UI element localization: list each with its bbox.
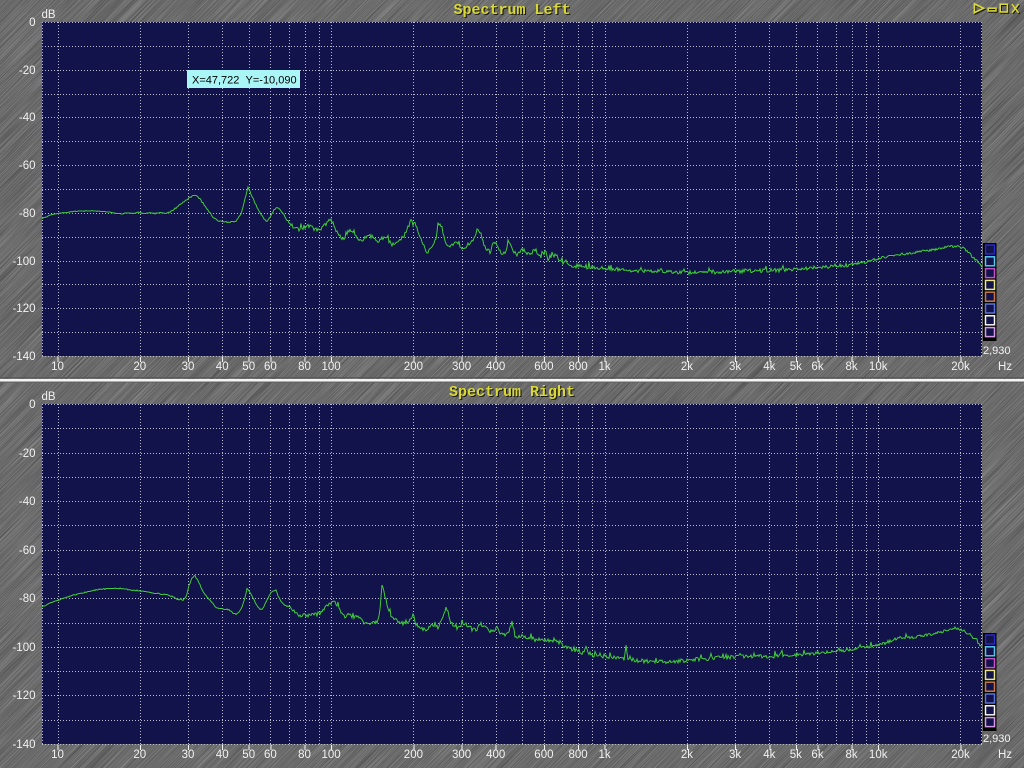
svg-text:20: 20 [133, 749, 146, 761]
svg-text:8k: 8k [846, 749, 858, 761]
svg-text:30: 30 [182, 361, 195, 373]
svg-text:2,930: 2,930 [983, 345, 1011, 357]
svg-text:600: 600 [534, 361, 553, 373]
svg-text:40: 40 [216, 749, 229, 761]
svg-text:-120: -120 [12, 690, 35, 702]
svg-text:6k: 6k [811, 749, 823, 761]
svg-text:-80: -80 [19, 208, 36, 220]
svg-text:-100: -100 [12, 256, 35, 268]
svg-text:-60: -60 [19, 545, 36, 557]
svg-text:-20: -20 [19, 65, 36, 77]
svg-text:6k: 6k [811, 361, 823, 373]
svg-text:5k: 5k [790, 361, 802, 373]
svg-text:Spectrum Left: Spectrum Left [453, 2, 570, 19]
svg-text:60: 60 [264, 749, 277, 761]
svg-text:3k: 3k [729, 749, 741, 761]
svg-text:-80: -80 [19, 593, 36, 605]
svg-text:Hz: Hz [998, 749, 1012, 761]
svg-text:100: 100 [322, 749, 341, 761]
svg-text:3k: 3k [729, 361, 741, 373]
svg-text:800: 800 [569, 749, 588, 761]
svg-text:10k: 10k [869, 361, 888, 373]
svg-text:200: 200 [404, 361, 423, 373]
svg-text:2,930: 2,930 [983, 733, 1011, 745]
svg-text:-100: -100 [12, 642, 35, 654]
svg-text:40: 40 [216, 361, 229, 373]
svg-text:50: 50 [242, 749, 255, 761]
svg-text:100: 100 [322, 361, 341, 373]
svg-text:80: 80 [298, 749, 311, 761]
svg-text:Spectrum Left: Spectrum Left [455, 3, 572, 20]
svg-text:20: 20 [133, 361, 146, 373]
svg-text:8k: 8k [846, 361, 858, 373]
svg-text:5k: 5k [790, 749, 802, 761]
svg-text:4k: 4k [763, 749, 775, 761]
svg-text:80: 80 [298, 361, 311, 373]
svg-text:10: 10 [51, 749, 64, 761]
svg-text:-140: -140 [12, 739, 35, 751]
svg-text:0: 0 [29, 399, 35, 411]
svg-text:800: 800 [569, 361, 588, 373]
svg-text:200: 200 [404, 749, 423, 761]
svg-text:1k: 1k [599, 749, 611, 761]
svg-text:0: 0 [29, 17, 35, 29]
svg-text:-120: -120 [12, 303, 35, 315]
svg-text:-20: -20 [19, 448, 36, 460]
svg-text:4k: 4k [763, 361, 775, 373]
svg-text:10k: 10k [869, 749, 888, 761]
svg-text:1k: 1k [599, 361, 611, 373]
svg-text:2k: 2k [681, 361, 693, 373]
svg-text:-40: -40 [19, 112, 36, 124]
svg-text:60: 60 [264, 361, 277, 373]
svg-text:-40: -40 [19, 496, 36, 508]
svg-text:X=47,722 Y=-10,090: X=47,722 Y=-10,090 [192, 75, 297, 87]
svg-text:400: 400 [486, 361, 505, 373]
svg-text:300: 300 [452, 361, 471, 373]
svg-text:50: 50 [242, 361, 255, 373]
svg-text:Hz: Hz [998, 361, 1012, 373]
svg-text:20k: 20k [951, 361, 970, 373]
svg-text:Spectrum Right: Spectrum Right [449, 384, 575, 401]
svg-text:dB: dB [42, 391, 56, 403]
svg-text:20k: 20k [951, 749, 970, 761]
svg-text:-60: -60 [19, 160, 36, 172]
svg-text:2k: 2k [681, 749, 693, 761]
svg-text:600: 600 [534, 749, 553, 761]
svg-text:10: 10 [51, 361, 64, 373]
svg-text:300: 300 [452, 749, 471, 761]
svg-text:30: 30 [182, 749, 195, 761]
svg-text:Spectrum Right: Spectrum Right [450, 385, 576, 402]
svg-text:400: 400 [486, 749, 505, 761]
svg-text:dB: dB [42, 9, 56, 21]
svg-text:-140: -140 [12, 351, 35, 363]
